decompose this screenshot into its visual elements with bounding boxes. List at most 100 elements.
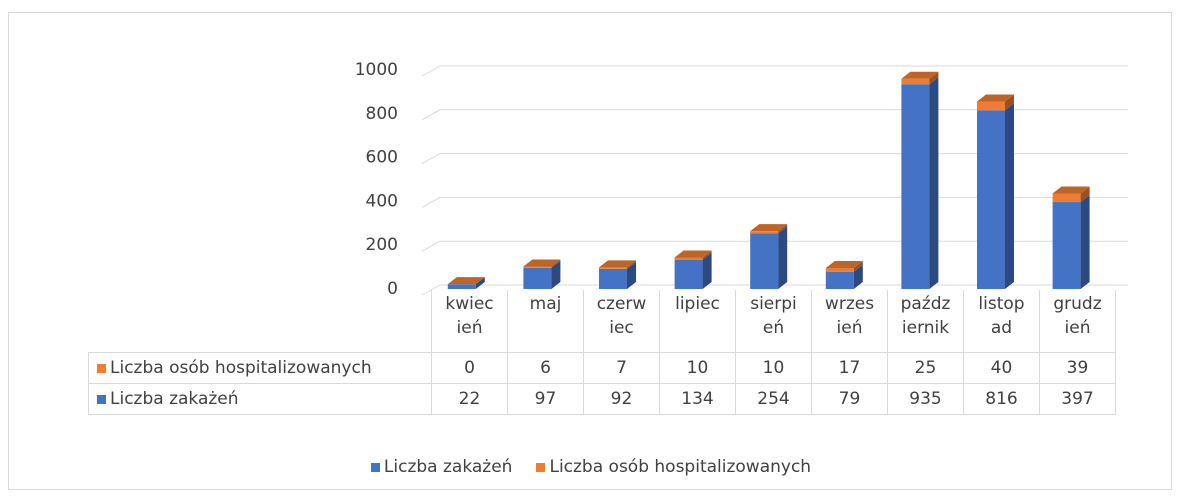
y-tick-label: 800 bbox=[366, 104, 398, 124]
bar-front bbox=[447, 284, 476, 289]
value-cell: 92 bbox=[583, 383, 660, 415]
bar-side bbox=[551, 259, 561, 268]
bar-side bbox=[627, 261, 636, 289]
grid-line bbox=[421, 240, 1128, 252]
value-cell: 134 bbox=[659, 383, 736, 415]
bar-front bbox=[1052, 193, 1081, 203]
grid-line bbox=[421, 109, 1128, 121]
category-label: czerwiec bbox=[596, 294, 647, 338]
series-header: Liczba zakażeń bbox=[88, 383, 432, 415]
value-cell: 97 bbox=[507, 383, 584, 415]
series-name: Liczba zakażeń bbox=[110, 389, 239, 409]
bar-side bbox=[929, 71, 939, 85]
chart-frame bbox=[8, 12, 1172, 490]
category-cell: sierpień bbox=[735, 290, 812, 353]
bar-top bbox=[447, 277, 485, 285]
bar-side bbox=[853, 264, 863, 289]
bar bbox=[674, 252, 712, 289]
bar bbox=[901, 77, 939, 289]
bar-top bbox=[599, 260, 636, 268]
bar-side bbox=[778, 224, 788, 234]
data-table: kwiecień maj czerwiec lipiec sierpień wrzesie… bbox=[88, 290, 1116, 415]
bar bbox=[750, 224, 788, 234]
bar bbox=[977, 94, 1014, 111]
bar bbox=[447, 277, 485, 285]
bar-top bbox=[1052, 186, 1090, 194]
value-cell: 25 bbox=[887, 352, 964, 384]
bar bbox=[977, 103, 1014, 290]
value-cell: 10 bbox=[735, 352, 812, 384]
category-cell: lipiec bbox=[659, 290, 736, 353]
series-name: Liczba osób hospitalizowanych bbox=[110, 358, 372, 378]
bar-front bbox=[599, 268, 627, 289]
value-cell: 17 bbox=[811, 352, 888, 384]
grid-line bbox=[421, 284, 1128, 296]
bar-side bbox=[1005, 94, 1014, 111]
value-cell: 0 bbox=[431, 352, 508, 384]
y-tick-label: 600 bbox=[366, 148, 398, 168]
bar-front bbox=[977, 101, 1005, 111]
grid-line bbox=[421, 196, 1128, 208]
value-cell: 816 bbox=[963, 383, 1040, 415]
bar-top bbox=[977, 94, 1014, 102]
category-row: kwiecień maj czerwiec lipiec sierpień wrzesie… bbox=[89, 290, 1116, 353]
bar-side bbox=[929, 77, 939, 289]
series-row: Liczba osób hospitalizowanych 0 6 7 10 10 17 25… bbox=[88, 352, 1116, 384]
series-header: Liczba osób hospitalizowanych bbox=[88, 352, 432, 384]
series-key bbox=[97, 364, 106, 373]
series-row: Liczba zakażeń 22 97 92 134 254 79 935 816 397 bbox=[88, 383, 1116, 415]
bar-side bbox=[551, 260, 561, 289]
value-cell: 6 bbox=[507, 352, 584, 384]
legend-key bbox=[536, 463, 546, 472]
category-label: grudzień bbox=[1053, 294, 1102, 338]
bar-front bbox=[674, 259, 703, 289]
bar-front bbox=[674, 257, 703, 260]
grid-line bbox=[421, 65, 1128, 77]
bar bbox=[901, 71, 939, 85]
bar-side bbox=[778, 226, 788, 289]
category-cell: grudzień bbox=[1039, 290, 1116, 353]
bar-front bbox=[1052, 202, 1081, 289]
value-cell: 10 bbox=[659, 352, 736, 384]
value-cell: 39 bbox=[1039, 352, 1116, 384]
bar-side bbox=[1080, 195, 1090, 289]
bar-front bbox=[901, 78, 930, 85]
bar-top bbox=[523, 259, 561, 267]
category-cell: kwiecień bbox=[431, 290, 508, 353]
value-cell: 254 bbox=[735, 383, 812, 415]
series-key bbox=[97, 395, 106, 404]
bar-top bbox=[825, 260, 863, 268]
bar bbox=[750, 226, 788, 289]
category-label: listopad bbox=[978, 294, 1025, 338]
value-cell: 40 bbox=[963, 352, 1040, 384]
bar-front bbox=[825, 267, 854, 272]
bar bbox=[447, 277, 485, 289]
bar-top bbox=[901, 71, 939, 79]
bar bbox=[1052, 186, 1090, 203]
bar-front bbox=[825, 271, 854, 289]
y-tick-label: 200 bbox=[366, 235, 398, 255]
category-label: październik bbox=[900, 294, 951, 338]
bar-front bbox=[977, 110, 1005, 290]
bar-front bbox=[523, 267, 552, 289]
bar-side bbox=[1080, 186, 1090, 203]
category-label: sierpień bbox=[750, 294, 797, 338]
bar-side bbox=[702, 252, 712, 289]
category-cell: październik bbox=[887, 290, 964, 353]
legend-label: Liczba zakażeń bbox=[383, 457, 513, 477]
value-cell: 935 bbox=[887, 383, 964, 415]
bar bbox=[523, 259, 561, 268]
bar-top bbox=[750, 224, 788, 232]
legend: Liczba zakażeń Liczba osób hospitalizowan… bbox=[0, 457, 1182, 477]
y-tick-label: 0 bbox=[387, 279, 398, 299]
bar bbox=[523, 260, 561, 289]
bar-side bbox=[702, 250, 712, 260]
y-tick-label: 1000 bbox=[355, 60, 398, 80]
bar-side bbox=[627, 260, 636, 269]
bar bbox=[825, 264, 863, 289]
bar-top bbox=[674, 250, 712, 258]
value-cell: 79 bbox=[811, 383, 888, 415]
legend-item: Liczba osób hospitalizowanych bbox=[536, 457, 811, 477]
